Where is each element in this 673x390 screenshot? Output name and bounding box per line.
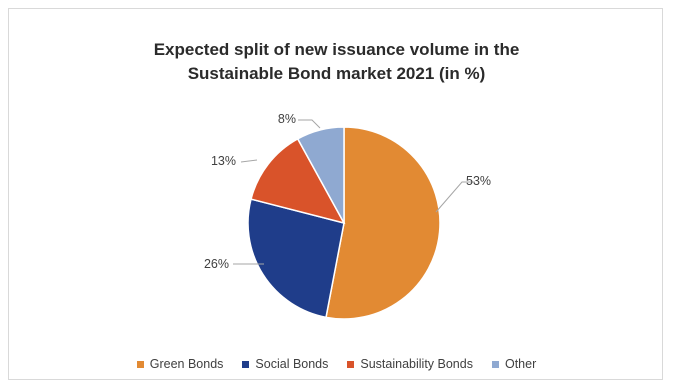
legend-swatch-other bbox=[491, 360, 499, 368]
leader-line-green-bonds bbox=[435, 181, 475, 213]
legend-label-green-bonds: Green Bonds bbox=[149, 357, 224, 371]
legend-item-sustainability-bonds: Sustainability Bonds bbox=[347, 357, 473, 371]
legend-swatch-social-bonds bbox=[242, 360, 250, 368]
pie-slice-sustainability-bonds bbox=[250, 137, 346, 225]
legend-label-other: Other bbox=[504, 357, 537, 371]
data-label-sustainability-bonds: 13% bbox=[211, 154, 236, 168]
data-label-green-bonds: 53% bbox=[466, 174, 491, 188]
legend-item-social-bonds: Social Bonds bbox=[242, 357, 328, 371]
legend-item-green-bonds: Green Bonds bbox=[136, 357, 224, 371]
legend-item-other: Other bbox=[491, 357, 537, 371]
pie-slice-green-bonds bbox=[325, 126, 441, 320]
pie-slice-social-bonds bbox=[247, 198, 345, 319]
legend-swatch-green-bonds bbox=[136, 360, 144, 368]
leader-line-sustainability-bonds bbox=[240, 159, 258, 163]
data-label-other: 8% bbox=[278, 112, 296, 126]
chart-title: Expected split of new issuance volume in… bbox=[0, 38, 673, 86]
data-label-social-bonds: 26% bbox=[204, 257, 229, 271]
legend-label-social-bonds: Social Bonds bbox=[255, 357, 329, 371]
legend-label-sustainability-bonds: Sustainability Bonds bbox=[360, 357, 473, 371]
chart-legend: Green Bonds Social Bonds Sustainability Bo… bbox=[0, 357, 673, 371]
chart-title-line-1: Expected split of new issuance volume in… bbox=[153, 40, 520, 59]
pie-slice-other bbox=[296, 126, 345, 224]
chart-title-line-2: Sustainable Bond market 2021 (in %) bbox=[187, 64, 486, 83]
leader-line-other bbox=[298, 119, 321, 129]
legend-swatch-sustainability-bonds bbox=[347, 360, 355, 368]
